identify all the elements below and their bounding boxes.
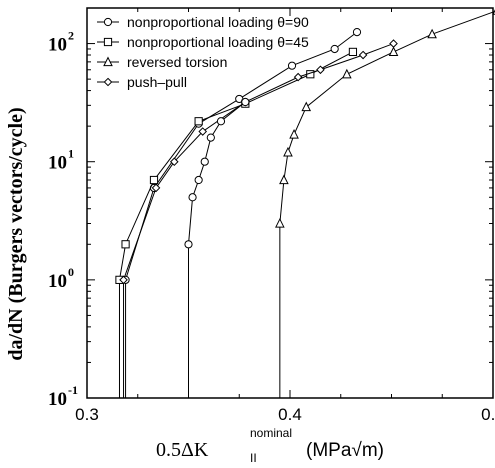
legend-label: nonproportional loading θ=90 — [127, 14, 309, 30]
legend: nonproportional loading θ=90 nonproportio… — [97, 14, 309, 90]
data-point — [389, 39, 398, 48]
data-point — [279, 174, 289, 185]
series-line — [118, 51, 354, 398]
data-point — [287, 61, 297, 70]
data-point — [301, 101, 312, 112]
legend-marker — [103, 77, 113, 87]
data-point — [184, 240, 193, 249]
data-point — [289, 128, 299, 139]
data-point — [119, 275, 128, 285]
legend-label: push–pull — [127, 74, 187, 90]
x-tick-label: 0.4 — [278, 405, 302, 424]
y-tick-exponent: -1 — [68, 383, 78, 397]
y-tick-label: 10 — [48, 153, 67, 174]
data-point — [149, 175, 159, 185]
series-line — [125, 31, 358, 398]
x-axis-label: 0.5ΔK II nominal (MPa√m) — [156, 426, 384, 465]
y-tick-label: 10 — [48, 35, 67, 56]
series-line — [279, 10, 495, 398]
legend-entry: nonproportional loading θ=90 — [97, 14, 309, 30]
y-tick-label: 10 — [48, 271, 67, 292]
data-point — [200, 157, 209, 166]
legend-label: reversed torsion — [127, 54, 227, 70]
legend-entry: nonproportional loading θ=45 — [97, 34, 309, 50]
legend-label: nonproportional loading θ=45 — [127, 34, 309, 50]
legend-marker — [103, 56, 113, 67]
data-point — [206, 133, 215, 142]
data-point — [169, 157, 179, 167]
y-tick-label: 10 — [48, 389, 67, 410]
series-line — [188, 101, 246, 398]
data-point — [293, 72, 303, 82]
legend-entry: reversed torsion — [97, 54, 227, 70]
legend-entry: push–pull — [97, 74, 187, 90]
series-layer — [115, 9, 495, 398]
x-tick-label: 0.5 — [481, 405, 495, 424]
data-point — [358, 50, 368, 60]
data-point — [121, 240, 130, 249]
data-point — [151, 183, 161, 193]
data-point — [316, 65, 325, 75]
series-4 — [184, 97, 250, 398]
data-point — [275, 217, 285, 228]
data-point — [198, 127, 208, 136]
series-line — [123, 43, 394, 398]
x-axis-label-main: 0.5ΔK — [156, 439, 209, 461]
legend-marker — [103, 17, 113, 27]
data-point — [194, 175, 203, 185]
y-tick-exponent: 0 — [68, 265, 74, 279]
x-axis-label-superscript: nominal — [250, 426, 292, 440]
y-tick-exponent: 1 — [68, 147, 74, 161]
data-point — [348, 47, 358, 57]
y-tick-exponent: 2 — [68, 29, 74, 43]
y-axis-label: da/dN (Burgers vectors/cycle) — [5, 107, 27, 360]
data-point — [194, 117, 203, 126]
series-0 — [121, 28, 362, 398]
data-point — [352, 28, 362, 37]
data-point — [427, 28, 437, 39]
legend-marker — [103, 37, 113, 47]
data-point — [330, 44, 339, 54]
data-point — [283, 146, 293, 157]
data-point — [188, 193, 197, 202]
data-point — [388, 46, 399, 57]
x-axis-label-subscript: II — [250, 451, 257, 465]
data-point — [342, 68, 352, 79]
series-3 — [119, 39, 398, 398]
x-tick-label: 0.3 — [75, 405, 99, 424]
data-point — [241, 97, 250, 107]
x-axis-label-unit: (MPa√m) — [306, 440, 384, 461]
series-2 — [275, 9, 495, 398]
data-point — [216, 117, 226, 126]
